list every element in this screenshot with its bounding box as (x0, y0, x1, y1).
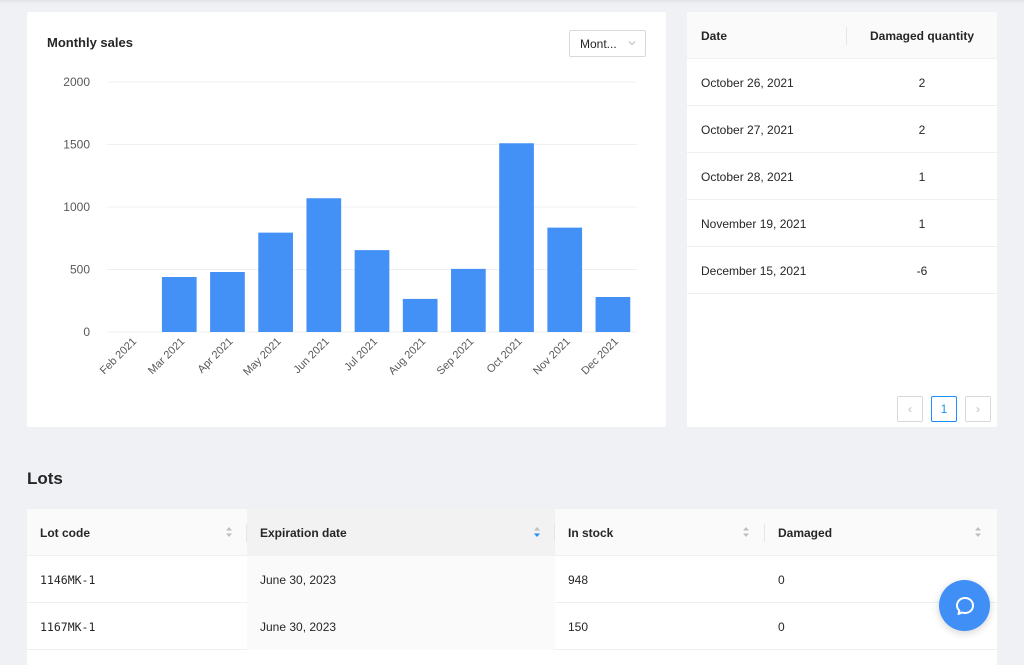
lots-table-header: Lot code Expiration date In stock Damage… (27, 509, 997, 556)
row-quantity: -6 (916, 264, 928, 278)
monthly-sales-chart: 0 500 1000 1500 2000 Feb 2021 Mar 2021 Apr 2021… (63, 75, 637, 379)
table-row: November 19, 2021 1 (687, 200, 997, 247)
bar-nov-2021[interactable] (547, 227, 583, 332)
period-select[interactable]: Mont... (569, 30, 646, 57)
column-label: Expiration date (260, 526, 347, 540)
column-header-damaged-quantity: Damaged quantity (869, 29, 974, 43)
row-date: November 19, 2021 (701, 217, 807, 231)
cell-damaged: 0 (765, 556, 997, 603)
column-header-expiration-date[interactable]: Expiration date (247, 509, 555, 556)
cell-in-stock: 948 (555, 556, 765, 603)
column-header-in-stock[interactable]: In stock (555, 509, 765, 556)
column-divider (846, 27, 847, 45)
x-tick-label: Mar 2021 (146, 336, 187, 377)
x-tick-label: Oct 2021 (485, 336, 525, 376)
column-divider (554, 524, 555, 542)
chevron-right-icon: › (976, 402, 980, 416)
period-select-value: Mont... (580, 36, 617, 51)
row-date: October 27, 2021 (701, 123, 794, 137)
in-stock-value: 150 (568, 620, 589, 634)
row-date: October 26, 2021 (701, 76, 794, 90)
bar-mar-2021[interactable] (161, 277, 197, 332)
column-header-damaged[interactable]: Damaged (765, 509, 997, 556)
table-row: October 26, 2021 2 (687, 59, 997, 106)
x-tick-label: May 2021 (241, 336, 284, 379)
y-tick-label: 1500 (63, 138, 90, 152)
bar-dec-2021[interactable] (595, 297, 631, 332)
lot-code-value: 1146MK-1 (40, 573, 96, 587)
table-row[interactable]: 1146MK-1 June 30, 2023 948 0 (27, 556, 997, 603)
cell-expiration-date: June 30, 2023 (247, 603, 555, 650)
bar-may-2021[interactable] (258, 232, 293, 332)
help-chat-button[interactable] (939, 580, 990, 631)
chat-bubble-icon (955, 596, 974, 615)
table-row: October 27, 2021 2 (687, 106, 997, 153)
table-row: December 15, 2021 -6 (687, 247, 997, 294)
column-label: Damaged (778, 526, 833, 540)
bar-oct-2021[interactable] (499, 143, 534, 332)
monthly-sales-card: 0 500 1000 1500 2000 Feb 2021 Mar 2021 Apr 2021… (27, 12, 666, 427)
top-header-shadow (0, 0, 1024, 4)
row-quantity: 1 (918, 170, 926, 184)
x-tick-label: Aug 2021 (387, 336, 429, 378)
bar-sep-2021[interactable] (451, 268, 486, 332)
row-quantity: 2 (918, 123, 926, 137)
column-header-date: Date (701, 29, 728, 43)
row-date: December 15, 2021 (701, 264, 807, 278)
row-quantity: 1 (918, 217, 926, 231)
bar-jun-2021[interactable] (306, 198, 342, 332)
lots-table: Lot code Expiration date In stock Damage… (27, 509, 997, 665)
x-tick-label: Apr 2021 (196, 336, 236, 376)
row-date: October 28, 2021 (701, 170, 794, 184)
sort-icon (743, 527, 749, 537)
x-tick-label: Jun 2021 (291, 336, 331, 376)
x-tick-label: Nov 2021 (531, 336, 573, 378)
pagination-prev-button[interactable]: ‹ (897, 396, 923, 422)
y-tick-label: 1000 (63, 200, 90, 214)
table-row: October 28, 2021 1 (687, 153, 997, 200)
column-divider (246, 524, 247, 542)
cell-in-stock: 150 (555, 603, 765, 650)
bar-aug-2021[interactable] (402, 298, 438, 332)
damaged-value: 0 (778, 573, 785, 587)
chevron-left-icon: ‹ (908, 402, 912, 416)
sort-icon (975, 527, 981, 537)
lot-code-value: 1167MK-1 (40, 620, 96, 634)
column-divider (764, 524, 765, 542)
x-tick-label: Dec 2021 (579, 336, 621, 378)
sort-icon (226, 527, 232, 537)
y-tick-label: 0 (83, 325, 90, 339)
bar-apr-2021[interactable] (210, 272, 245, 332)
x-tick-label: Sep 2021 (435, 336, 477, 378)
expiration-date-value: June 30, 2023 (260, 573, 337, 587)
sort-descending-icon (534, 527, 540, 537)
column-label: Lot code (40, 526, 90, 540)
damaged-quantity-card: Date Damaged quantity October 26, 2021 2… (687, 12, 997, 427)
y-tick-label: 500 (70, 263, 90, 277)
x-tick-label: Feb 2021 (98, 336, 139, 377)
y-tick-label: 2000 (63, 75, 90, 89)
bar-jul-2021[interactable] (354, 250, 390, 332)
in-stock-value: 948 (568, 573, 589, 587)
damage-table-header: Date Damaged quantity (687, 12, 997, 59)
expiration-date-value: June 30, 2023 (260, 620, 337, 634)
lots-section-title: Lots (27, 469, 63, 488)
pagination-page-1[interactable]: 1 (931, 396, 957, 422)
x-tick-label: Jul 2021 (342, 336, 380, 374)
column-label: In stock (568, 526, 614, 540)
cell-expiration-date: June 30, 2023 (247, 556, 555, 603)
cell-lot-code: 1146MK-1 (27, 556, 247, 603)
column-header-lot-code[interactable]: Lot code (27, 509, 247, 556)
chevron-down-icon (628, 41, 636, 46)
cell-damaged: 0 (765, 603, 997, 650)
table-row[interactable]: 1167MK-1 June 30, 2023 150 0 (27, 603, 997, 650)
pagination-next-button[interactable]: › (965, 396, 991, 422)
row-quantity: 2 (918, 76, 926, 90)
damaged-value: 0 (778, 620, 785, 634)
cell-lot-code: 1167MK-1 (27, 603, 247, 650)
chart-title: Monthly sales (47, 35, 133, 50)
